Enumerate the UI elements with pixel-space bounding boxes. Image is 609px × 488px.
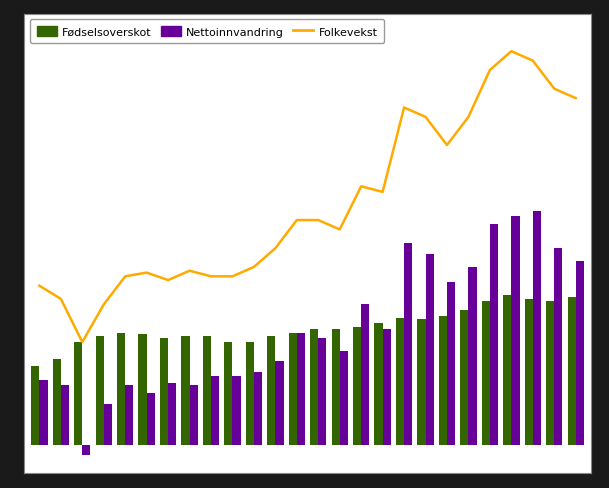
Bar xyxy=(524,299,533,445)
Bar xyxy=(224,342,233,445)
Bar xyxy=(189,386,198,445)
Bar xyxy=(96,337,104,445)
Bar xyxy=(138,335,147,445)
Bar xyxy=(246,342,254,445)
Bar xyxy=(104,404,112,445)
Bar xyxy=(503,296,512,445)
Bar xyxy=(375,324,382,445)
Bar xyxy=(417,320,426,445)
Bar xyxy=(310,329,319,445)
Bar xyxy=(267,337,275,445)
Bar xyxy=(40,380,48,445)
Bar xyxy=(61,386,69,445)
Bar xyxy=(353,327,361,445)
Bar xyxy=(168,384,176,445)
Bar xyxy=(31,366,40,445)
Bar xyxy=(125,386,133,445)
Legend: Fødselsoverskot, Nettoinnvandring, Folkevekst: Fødselsoverskot, Nettoinnvandring, Folke… xyxy=(30,20,384,44)
Bar xyxy=(147,393,155,445)
Bar xyxy=(568,297,576,445)
Bar xyxy=(361,305,369,445)
Bar xyxy=(331,329,340,445)
Bar xyxy=(297,333,305,445)
Bar xyxy=(576,262,584,445)
Bar xyxy=(160,339,168,445)
Bar xyxy=(554,249,562,445)
Bar xyxy=(319,339,326,445)
Bar xyxy=(490,224,498,445)
Bar xyxy=(533,211,541,445)
Bar xyxy=(275,361,284,445)
Bar xyxy=(254,372,262,445)
Bar xyxy=(447,283,455,445)
Bar xyxy=(426,254,434,445)
Bar xyxy=(396,318,404,445)
Bar xyxy=(181,337,189,445)
Bar xyxy=(382,329,391,445)
Bar xyxy=(340,352,348,445)
Bar xyxy=(117,333,125,445)
Bar xyxy=(482,301,490,445)
Bar xyxy=(211,376,219,445)
Bar xyxy=(439,316,447,445)
Bar xyxy=(460,310,468,445)
Bar xyxy=(404,243,412,445)
Bar xyxy=(468,267,477,445)
Bar xyxy=(546,301,554,445)
Bar xyxy=(512,217,519,445)
Bar xyxy=(82,445,90,455)
Bar xyxy=(233,376,241,445)
Bar xyxy=(52,359,61,445)
Bar xyxy=(289,333,297,445)
Bar xyxy=(203,337,211,445)
Bar xyxy=(74,342,82,445)
